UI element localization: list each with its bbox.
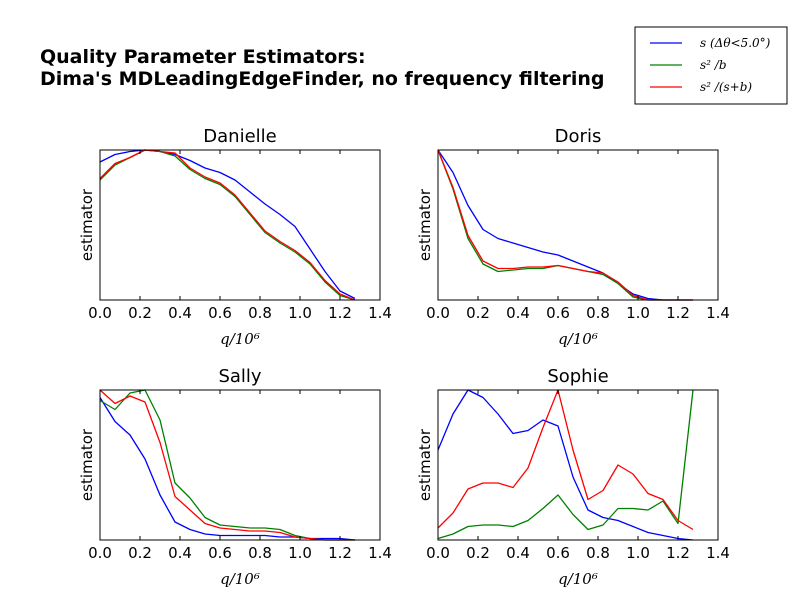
doris-axes-frame: [437, 149, 719, 301]
subplot-doris: 0.0 0.2 0.4 0.6 0.8 1.0 1.2 1.4 Doris q/10⁶ estima…: [416, 126, 730, 348]
sophie-ylabel: estimator: [416, 428, 434, 501]
sally-xtick-label-4: 0.8: [248, 544, 272, 562]
danielle-series-1-line: [99, 149, 356, 301]
sophie-xtick-label-3: 0.6: [546, 544, 570, 562]
subplot-sophie: 0.0 0.2 0.4 0.6 0.8 1.0 1.2 1.4 Sophie q/10⁶ estim…: [416, 366, 730, 588]
sally-axes-frame: [99, 389, 381, 541]
danielle-xtick-label-7: 1.4: [368, 304, 392, 322]
danielle-title: Danielle: [203, 126, 276, 147]
danielle-ylabel: estimator: [78, 188, 96, 261]
sally-xtick-label-6: 1.2: [328, 544, 352, 562]
subplot-danielle: 0.0 0.2 0.4 0.6 0.8 1.0 1.2 1.4 Danielle q/10⁶ est…: [78, 126, 392, 348]
doris-series-1-line: [437, 149, 693, 301]
sophie-series-1-line: [437, 389, 694, 540]
sally-xtick-label-5: 1.0: [288, 544, 312, 562]
sophie-xtick-label-7: 1.4: [706, 544, 730, 562]
sophie-xtick-label-2: 0.4: [506, 544, 530, 562]
sally-xtick-label-2: 0.4: [168, 544, 192, 562]
doris-xtick-label-1: 0.2: [466, 304, 490, 322]
sophie-xtick-label-0: 0.0: [426, 544, 450, 562]
danielle-xtick-label-3: 0.6: [208, 304, 232, 322]
danielle-xtick-label-1: 0.2: [128, 304, 152, 322]
doris-xtick-label-5: 1.0: [626, 304, 650, 322]
sally-ylabel: estimator: [78, 428, 96, 501]
doris-xlabel: q/10⁶: [558, 330, 598, 348]
doris-series-0-line: [437, 149, 693, 301]
doris-ylabel: estimator: [416, 188, 434, 261]
danielle-xlabel: q/10⁶: [220, 330, 260, 348]
sally-xtick-label-1: 0.2: [128, 544, 152, 562]
sally-xtick-label-0: 0.0: [88, 544, 112, 562]
danielle-xtick-label-5: 1.0: [288, 304, 312, 322]
sally-xtick-label-3: 0.6: [208, 544, 232, 562]
legend: s (Δθ<5.0°) s² /b s² /(s+b): [634, 26, 788, 105]
danielle-axes-frame: [99, 149, 381, 301]
danielle-xtick-label-4: 0.8: [248, 304, 272, 322]
doris-xtick-label-2: 0.4: [506, 304, 530, 322]
doris-xtick-label-6: 1.2: [666, 304, 690, 322]
sophie-xtick-label-4: 0.8: [586, 544, 610, 562]
legend-label-1: s² /b: [700, 58, 727, 72]
sophie-series-0-line: [437, 389, 694, 541]
sally-xlabel: q/10⁶: [220, 570, 260, 588]
sally-title: Sally: [218, 366, 261, 387]
sophie-series-2-line: [437, 389, 694, 531]
doris-xtick-label-7: 1.4: [706, 304, 730, 322]
sophie-xtick-label-6: 1.2: [666, 544, 690, 562]
sally-series-0-line: [99, 397, 356, 541]
danielle-series-0-line: [99, 149, 356, 300]
doris-series-2-line: [437, 149, 693, 301]
danielle-xtick-label-2: 0.4: [168, 304, 192, 322]
sally-series-1-line: [99, 389, 355, 541]
danielle-xtick-label-0: 0.0: [88, 304, 112, 322]
doris-xtick-label-3: 0.6: [546, 304, 570, 322]
danielle-xtick-label-6: 1.2: [328, 304, 352, 322]
doris-xtick-label-0: 0.0: [426, 304, 450, 322]
sally-xtick-label-7: 1.4: [368, 544, 392, 562]
subplot-sally: 0.0 0.2 0.4 0.6 0.8 1.0 1.2 1.4 Sally q/10⁶ estima…: [78, 366, 392, 588]
figure-title-line-1: Quality Parameter Estimators:: [40, 46, 366, 68]
danielle-series-2-line: [99, 149, 356, 301]
sophie-xtick-label-1: 0.2: [466, 544, 490, 562]
sophie-xlabel: q/10⁶: [558, 570, 598, 588]
sophie-title: Sophie: [547, 366, 608, 387]
legend-label-2: s² /(s+b): [700, 80, 752, 94]
legend-label-0: s (Δθ<5.0°): [700, 36, 771, 50]
sally-series-2-line: [99, 389, 355, 541]
doris-title: Doris: [555, 126, 602, 147]
sophie-xtick-label-5: 1.0: [626, 544, 650, 562]
sophie-axes-frame: [437, 389, 719, 541]
figure-title-line-2: Dima's MDLeadingEdgeFinder, no frequency…: [40, 68, 604, 90]
doris-xtick-label-4: 0.8: [586, 304, 610, 322]
